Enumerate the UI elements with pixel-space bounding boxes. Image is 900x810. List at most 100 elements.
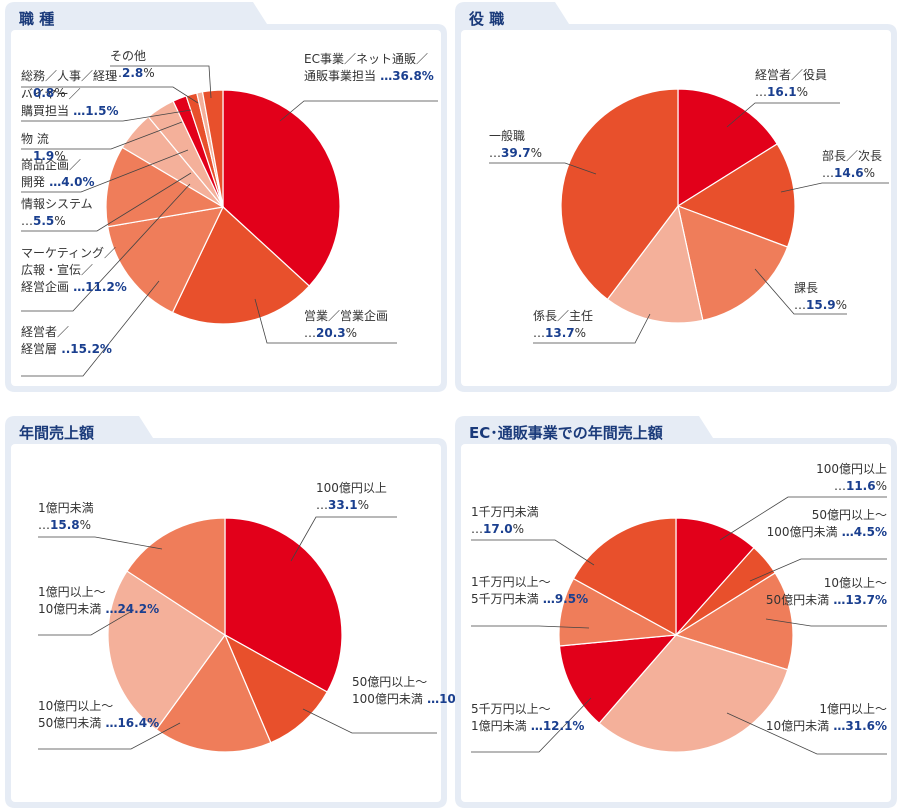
slice-label-text: バイヤー／	[21, 87, 81, 101]
slice-value-line: …33.1%	[316, 498, 369, 512]
slice-label-text: 50億円未満	[766, 593, 829, 607]
slice-label-line: 1億円以上～	[819, 702, 887, 716]
slice-label-text: 1億円未満	[471, 719, 527, 733]
value-prefix: …	[489, 146, 501, 160]
slice-label-line: 課長	[794, 280, 818, 295]
slice-label-text: 10億円未満	[38, 602, 101, 616]
slice-value: 16.1	[767, 85, 797, 99]
slice-label-text: 課長	[794, 280, 818, 295]
slice-label-1千万円以上-5千万円未満: 1千万円以上～ 5千万円未満 …9.5%	[471, 575, 590, 629]
panel-ec-sales: EC･通販事業での年間売上額 100億円以上 …11.6% 50億円以上～ 100億円未…	[455, 416, 897, 808]
slice-label-1億円以上-10億円未満: 1億円以上～ 10億円未満 …31.6%	[726, 702, 887, 755]
slice-value-line: …15.9%	[794, 298, 847, 312]
slice-label-line: 1億円以上～	[38, 585, 106, 599]
slice-label-line: 購買担当 …1.5%	[21, 104, 118, 118]
slice-label-line: 100億円以上	[816, 462, 887, 476]
slice-label-text: 100億円未満	[767, 525, 838, 539]
slice-value-line: …15.8%	[38, 518, 91, 532]
leader-line	[21, 172, 192, 232]
leader-line	[38, 722, 181, 750]
pie-slices	[105, 89, 341, 325]
slice-value: ..15.2%	[57, 342, 112, 356]
pie-slice-一般職	[560, 88, 679, 301]
slice-label-line: 経営企画 …11.2%	[21, 279, 127, 294]
slice-label-line: 1億円未満	[38, 501, 94, 515]
leader-line	[21, 121, 183, 150]
slice-value: …24.2%	[101, 602, 159, 616]
slice-label-部長／次長: 部長／次長 …14.6%	[780, 148, 889, 193]
slice-value-line: …16.1%	[755, 85, 808, 99]
slice-label-line: 1千万円以上～	[471, 575, 551, 589]
slice-label-line: 通販事業担当 …36.8%	[304, 69, 434, 83]
chart-title: 役 職	[469, 10, 504, 28]
slice-value: 1.9	[33, 149, 54, 163]
panel-job-type: 職 種 EC事業／ネット通販／ 通販事業担当 …36.8% 営業／営業企画 …20.3%…	[5, 2, 447, 392]
value-unit: %	[836, 298, 847, 312]
leader-line	[533, 313, 651, 344]
pie-slice-経営者／経営層	[106, 206, 225, 314]
leader-line	[719, 496, 887, 541]
slice-value: 2.8	[122, 66, 143, 80]
value-prefix: …	[794, 298, 806, 312]
slice-label-総務／人事／経理: 総務／人事／経理 …0.8%	[21, 69, 199, 104]
leader-line	[290, 516, 397, 562]
leader-line	[38, 610, 133, 636]
slice-value-line: …1.9%	[21, 149, 66, 163]
slice-value: 17.0	[483, 522, 513, 536]
slice-label-line: その他	[110, 49, 146, 63]
slice-label-line: 総務／人事／経理	[21, 69, 117, 83]
slice-label-line: 50億円以上～	[352, 675, 427, 689]
slice-label-line: 部長／次長	[822, 148, 882, 163]
slice-label-text: 部長／次長	[822, 148, 882, 163]
slice-label-マーケティング／広報-宣伝／経営企画: マーケティング／ 広報・宣伝／ 経営企画 …11.2%	[21, 183, 191, 312]
slice-label-text: 購買担当	[21, 104, 69, 118]
slice-label-line: 1億円未満 …12.1%	[471, 719, 584, 733]
slice-label-text: 10億円以上～	[38, 699, 113, 713]
slice-label-text: 5千万円以上～	[471, 702, 551, 716]
slice-label-text: 営業／営業企画	[304, 308, 388, 323]
slice-label-line: マーケティング／	[21, 246, 116, 260]
slice-label-text: 経営企画	[21, 279, 69, 294]
slice-label-line: 経営者／	[21, 325, 69, 339]
value-prefix: …	[316, 498, 328, 512]
slice-label-100億円以上: 100億円以上 …11.6%	[719, 462, 887, 541]
slice-value: 15.8	[50, 518, 80, 532]
slice-label-line: 係長／主任	[533, 309, 593, 323]
slice-label-line: 5千万円以上～	[471, 702, 551, 716]
pie-slice-部長／次長	[676, 143, 796, 248]
slice-label-text: 一般職	[489, 128, 525, 143]
value-prefix: …	[110, 66, 122, 80]
slice-label-情報システム: 情報システム …5.5%	[21, 172, 192, 232]
slice-label-text: 経営者／	[21, 325, 69, 339]
slice-label-経営者／経営層: 経営者／ 経営層 ..15.2%	[21, 280, 160, 377]
leader-line	[471, 539, 595, 566]
slice-value: 0.8	[33, 86, 54, 100]
slice-label-text: 広報・宣伝／	[21, 262, 93, 277]
slice-label-text: 1億円未満	[38, 501, 94, 515]
slice-label-text: その他	[110, 49, 146, 63]
slice-label-text: 1千万円以上～	[471, 575, 551, 589]
pie-slices	[560, 88, 796, 324]
slice-value-line: …0.8%	[21, 86, 66, 100]
pie-slice-課長	[677, 205, 789, 322]
slice-label-1億円以上-10億円未満: 1億円以上～ 10億円未満 …24.2%	[38, 585, 159, 636]
slice-label-text: EC事業／ネット通販／	[304, 52, 428, 66]
leader-line	[110, 65, 212, 99]
slice-label-line: 10億以上～	[824, 576, 887, 590]
slice-label-line: 50億円未満 …16.4%	[38, 716, 159, 730]
slice-value-line: …13.7%	[533, 326, 586, 340]
slice-label-1億円未満: 1億円未満 …15.8%	[38, 501, 163, 550]
slice-value-line: …17.0%	[471, 522, 524, 536]
leader-line	[726, 102, 840, 128]
pie-slice-10億円以上-50億円未満	[155, 633, 272, 753]
slice-label-line: 5千万円未満 …9.5%	[471, 592, 588, 606]
leader-line	[302, 708, 437, 734]
value-unit: %	[358, 498, 369, 512]
slice-label-line: 営業／営業企画	[304, 308, 388, 323]
pie-slice-係長／主任	[606, 204, 704, 324]
slice-label-line: 商品企画／	[21, 157, 81, 172]
value-unit: %	[513, 522, 524, 536]
pie-slice-EC事業／ネット通販／通販事業担当	[222, 89, 341, 287]
